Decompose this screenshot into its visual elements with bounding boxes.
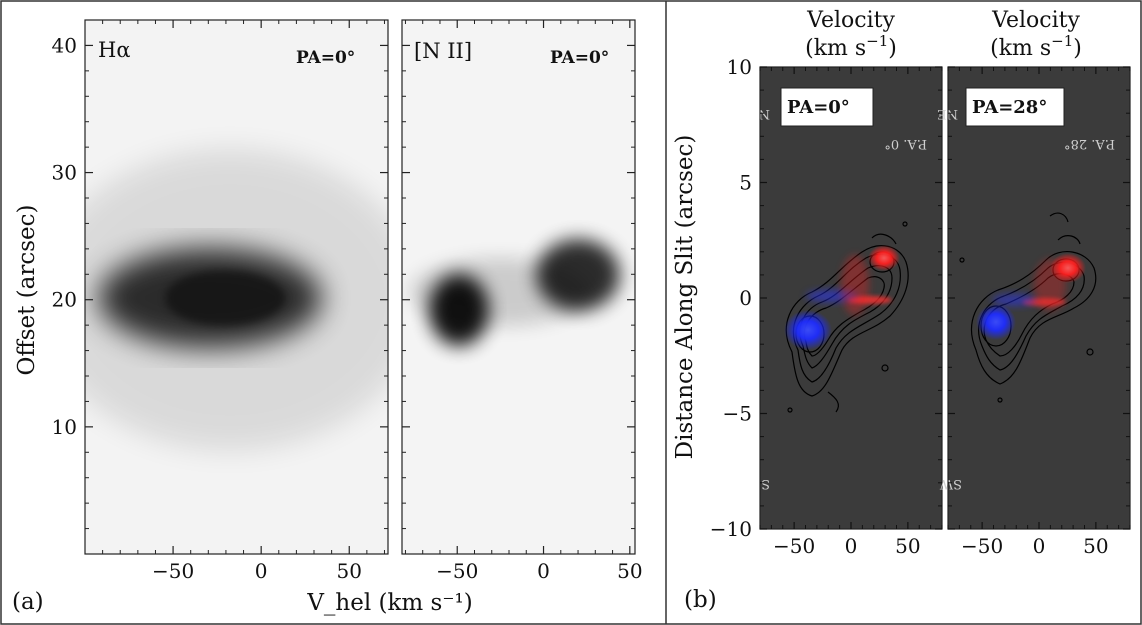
y-tick-label: 10 [727, 55, 752, 79]
blue-lobe-left [784, 310, 832, 350]
x-tick-label: 50 [895, 534, 920, 558]
panel-b-label: (b) [684, 587, 717, 613]
blue-jet-right [992, 294, 1036, 306]
panel-a-label: (a) [12, 589, 44, 615]
panel-a-x-axis-label: V_hel (km s⁻¹) [306, 590, 472, 616]
y-tick-label: 20 [52, 288, 77, 312]
y-tick-label: 30 [52, 161, 77, 185]
y-tick-label: −10 [710, 517, 752, 541]
halpha-axes-frame [84, 19, 389, 555]
velocity-left-nebula [784, 221, 909, 413]
halpha-ticks: −50 0 50 10 20 30 40 [52, 19, 388, 583]
velocity-right-nebula [959, 212, 1097, 403]
halpha-emission-peak [165, 270, 285, 326]
halpha-pa-label: PA=0° [296, 48, 355, 68]
panel-a-y-axis-label: Offset (arcsec) [14, 205, 40, 376]
mirror-sw-label: SW [939, 476, 962, 491]
red-diffuse-left [841, 255, 869, 315]
mirror-s-label: S [761, 476, 770, 491]
x-tick-label: 0 [255, 559, 268, 583]
blue-lobe-right [976, 304, 1016, 340]
x-tick-label: −50 [961, 534, 1003, 558]
panel-b-y-axis-label: Distance Along Slit (arcsec) [672, 135, 698, 460]
x-tick-label: 0 [537, 559, 550, 583]
nii-axes-frame [401, 19, 636, 555]
velocity-panel-pa28: Velocity (km s−1) [937, 8, 1131, 558]
nii-ticks: −50 0 50 [402, 19, 643, 583]
halpha-panel: −50 0 50 10 20 30 40 Hα PA=0° [52, 19, 389, 583]
x-tick-label: 0 [845, 534, 858, 558]
pa0-label-box [780, 87, 874, 127]
halpha-title: Hα [98, 38, 131, 62]
velocity-panel-pa0: Velocity (km s−1) [710, 8, 943, 558]
panel-a: −50 0 50 10 20 30 40 Hα PA=0° −50 0 50 [N II] PA… [12, 19, 643, 616]
y-tick-label: −5 [723, 402, 752, 426]
nii-pa-label: PA=0° [550, 48, 609, 68]
velocity-right-ticks: −50 0 50 [947, 66, 1131, 558]
velocity-title-left: Velocity [806, 8, 895, 33]
x-tick-label: −50 [773, 534, 815, 558]
nii-title: [N II] [414, 39, 472, 63]
y-tick-label: 40 [52, 33, 77, 57]
x-tick-label: 50 [1083, 534, 1108, 558]
red-lobe-right [1050, 253, 1086, 283]
nii-emission-layer [410, 239, 620, 346]
nii-panel: −50 0 50 [N II] PA=0° [401, 19, 643, 583]
mirror-pa28-label: P.A. 28° [1064, 136, 1115, 151]
velocity-units-right: (km s−1) [990, 32, 1082, 61]
halpha-emission-layer [85, 150, 388, 450]
pa28-label: PA=28° [972, 97, 1047, 118]
x-tick-label: −50 [152, 559, 194, 583]
velocity-title-right: Velocity [991, 8, 1080, 33]
panel-b: Velocity (km s−1) [672, 8, 1131, 613]
nii-red-knot [536, 239, 620, 311]
mirror-pa0-label: P.A. 0° [884, 136, 927, 151]
pa0-label: PA=0° [787, 97, 850, 118]
velocity-units-left: (km s−1) [805, 32, 897, 61]
x-tick-label: 0 [1033, 534, 1046, 558]
red-lobe-left [868, 245, 900, 271]
y-tick-label: 5 [739, 171, 752, 195]
y-tick-label: 10 [52, 415, 77, 439]
mirror-n-label: N [759, 106, 770, 121]
pa28-label-box [965, 87, 1065, 127]
x-tick-label: 50 [337, 559, 362, 583]
nii-blue-knot [429, 274, 489, 346]
y-tick-label: 0 [739, 286, 752, 310]
x-tick-label: −50 [436, 559, 478, 583]
x-tick-label: 50 [617, 559, 642, 583]
